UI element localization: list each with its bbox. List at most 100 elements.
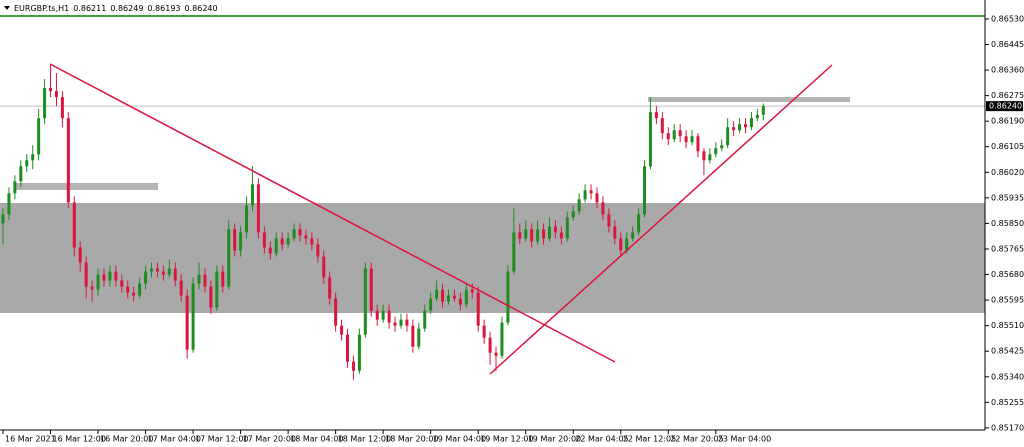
candle-body	[357, 334, 361, 371]
candle-body	[369, 268, 373, 311]
y-tick-label: 0.86530	[991, 14, 1024, 23]
candle-body	[1, 214, 5, 224]
candle-body	[738, 124, 742, 131]
candle-body	[96, 274, 100, 290]
candle-body	[607, 214, 611, 227]
x-tick-label: 17 Mar 20:00	[243, 435, 296, 444]
candle-body	[506, 271, 510, 323]
candle-body	[381, 310, 385, 320]
candle-body	[13, 181, 17, 194]
candle-body	[411, 325, 415, 347]
level-bar	[648, 97, 850, 102]
y-tick-label: 0.85425	[991, 347, 1024, 356]
candle-body	[666, 133, 670, 140]
candle-body	[482, 325, 486, 338]
y-tick-label: 0.85680	[991, 270, 1024, 279]
candle-body	[280, 238, 284, 245]
candle-body	[577, 199, 581, 212]
candle-body	[726, 127, 730, 146]
candle-body	[185, 295, 189, 350]
candle-body	[78, 247, 82, 263]
candle-body	[351, 361, 355, 371]
x-tick-label: 16 Mar 2021	[5, 435, 56, 444]
candle-body	[678, 130, 682, 137]
candle-body	[54, 91, 58, 98]
candle-body	[565, 217, 569, 239]
candle-body	[542, 229, 546, 239]
candle-body	[714, 148, 718, 155]
candle-body	[429, 298, 433, 311]
candle-body	[197, 274, 201, 284]
price-label: 0.86240	[989, 102, 1022, 111]
candle-body	[298, 229, 302, 236]
candle-body	[250, 184, 254, 206]
candle-body	[60, 97, 64, 119]
candle-body	[690, 136, 694, 143]
candle-body	[215, 271, 219, 308]
candle-body	[660, 118, 664, 134]
candle-body	[458, 298, 462, 305]
candle-body	[476, 292, 480, 326]
candle-body	[749, 118, 753, 128]
candle-body	[761, 106, 765, 115]
candle-body	[375, 310, 379, 320]
candle-body	[708, 154, 712, 161]
candle-body	[138, 283, 142, 296]
candle-body	[494, 352, 498, 356]
candle-body	[256, 184, 260, 233]
y-tick-label: 0.86105	[991, 142, 1024, 151]
drawings-under	[0, 15, 985, 313]
quote-value: 0.86249	[110, 4, 143, 13]
x-tick-label: 17 Mar 04:00	[148, 435, 201, 444]
candle-body	[274, 238, 278, 254]
y-tick-label: 0.86445	[991, 40, 1024, 49]
candle-body	[25, 160, 29, 167]
candle-body	[530, 229, 534, 242]
candle-body	[595, 193, 599, 203]
candle-body	[553, 226, 557, 233]
candle-body	[31, 154, 35, 161]
candle-body	[322, 256, 326, 278]
candle-body	[435, 289, 439, 299]
candle-body	[37, 118, 41, 155]
candle-body	[155, 268, 159, 272]
candle-body	[547, 226, 551, 239]
y-tick-label: 0.85170	[991, 423, 1024, 432]
candle-body	[720, 145, 724, 149]
candle-body	[316, 244, 320, 257]
candle-body	[637, 214, 641, 233]
candle-body	[744, 124, 747, 128]
x-tick-label: 22 Mar 12:05	[623, 435, 676, 444]
candle-body	[625, 238, 629, 251]
legend: EURGBP.ts,H1 0.86211 0.86249 0.86193 0.86240	[4, 4, 218, 13]
y-tick-label: 0.85340	[991, 372, 1024, 381]
candle-body	[179, 280, 183, 296]
symbol: EURGBP.ts,H1	[14, 4, 69, 13]
candle-body	[102, 274, 106, 281]
candle-body	[161, 271, 165, 275]
candle-body	[49, 88, 53, 92]
candle-body	[648, 112, 652, 167]
candle-body	[114, 271, 118, 281]
candle-body	[304, 235, 308, 239]
candle-body	[108, 271, 112, 281]
candle-body	[84, 262, 88, 287]
trend-line	[49, 63, 616, 363]
candle-body	[643, 166, 647, 215]
y-tick-label: 0.85765	[991, 244, 1024, 253]
quote-value: 0.86193	[147, 4, 180, 13]
y-tick-label: 0.85595	[991, 296, 1024, 305]
candle-body	[732, 127, 736, 131]
candle-body	[500, 322, 504, 356]
candle-body	[43, 88, 47, 119]
x-tick-label: 16 Mar 20:00	[100, 435, 153, 444]
candle-body	[221, 271, 225, 287]
x-tick-label: 16 Mar 12:00	[53, 435, 106, 444]
candle-body	[512, 232, 516, 272]
x-tick-label: 18 Mar 12:00	[338, 435, 391, 444]
candle-body	[7, 193, 11, 215]
candle-body	[470, 289, 474, 293]
candle-body	[209, 286, 213, 308]
x-tick-label: 22 Mar 20:05	[670, 435, 723, 444]
candle-body	[755, 114, 759, 119]
